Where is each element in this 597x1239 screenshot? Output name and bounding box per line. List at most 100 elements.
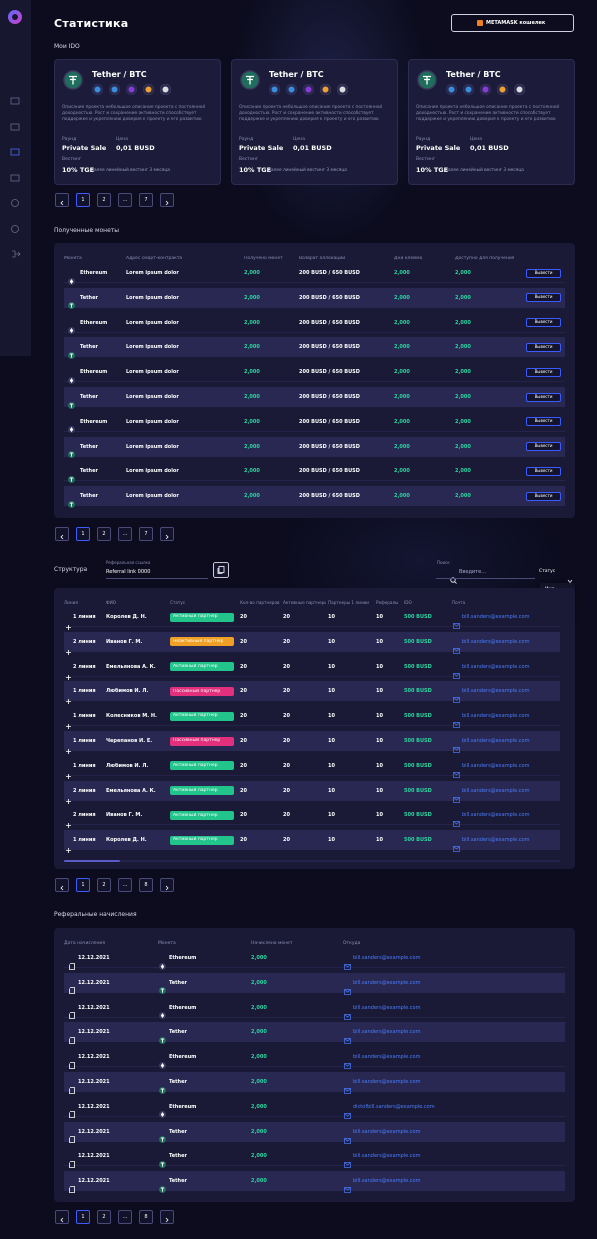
nav-icon[interactable] [10,97,20,105]
page-button[interactable]: ... [118,1210,132,1224]
page-button[interactable] [55,878,69,892]
plus[interactable] [66,823,71,829]
source-email[interactable]: bill.sanders@example.com [353,1054,421,1061]
withdraw-button[interactable]: Вывести [526,392,561,402]
social-icon[interactable] [143,84,154,95]
search-input[interactable]: Введите... [459,569,486,575]
source-email[interactable]: bill.sanders@example.com [353,1079,421,1085]
partner-email[interactable]: bill.sanders@example.com [462,688,530,695]
social-icon[interactable] [109,84,120,95]
plus[interactable] [66,699,71,705]
partner-email[interactable]: bill.sanders@example.com [462,663,530,670]
plus[interactable] [66,674,71,680]
withdraw-button[interactable]: Вывести [526,417,561,427]
partner-name: Емельянова А. К. [106,663,156,670]
pair-icon [240,70,260,90]
page-button[interactable]: 2 [97,193,111,207]
page-button[interactable] [55,1210,69,1224]
partner-email[interactable]: bill.sanders@example.com [462,638,530,645]
source-email[interactable]: bill.sanders@example.com [353,1153,421,1160]
page-button[interactable]: 8 [139,1210,153,1224]
nav-icon[interactable] [10,174,20,182]
withdraw-button[interactable]: Вывести [526,442,561,452]
social-icon[interactable] [269,84,280,95]
plus[interactable] [66,798,71,804]
withdraw-button[interactable]: Вывести [526,491,561,501]
source-email[interactable]: bill.sanders@example.com [353,979,421,986]
nav-icon[interactable] [10,123,20,131]
plus[interactable] [66,749,71,754]
wallet-button[interactable]: METAMASK кошелек [451,14,574,32]
mail-shape [453,697,460,704]
nav-icon[interactable] [11,199,19,207]
plus[interactable] [66,625,71,630]
coin-icon [159,1128,166,1144]
scroll-thumb[interactable] [64,860,120,862]
social-icon[interactable] [480,84,491,95]
nav-icon[interactable] [11,225,19,233]
referral-value[interactable]: Referral link 0000 [106,569,151,575]
social-icon[interactable] [337,84,348,95]
page-button[interactable]: 2 [97,527,111,541]
withdraw-button[interactable]: Вывести [526,318,561,328]
page-button[interactable]: 1 [76,1210,90,1224]
withdraw-button[interactable]: Вывести [526,268,561,278]
column-header: Кол-во партнеров [240,600,280,606]
nav-icon-active[interactable] [10,148,20,156]
page-button[interactable]: 7 [139,193,153,207]
social-icon[interactable] [514,84,525,95]
social-icon[interactable] [92,84,103,95]
withdraw-button[interactable]: Вывести [526,466,561,476]
withdraw-button[interactable]: Вывести [526,293,561,303]
withdraw-button[interactable]: Вывести [526,342,561,352]
source-email[interactable]: bill.sanders@example.com [353,1004,421,1011]
social-icon[interactable] [160,84,171,95]
partner-email[interactable]: bill.sanders@example.com [462,837,530,844]
social-icon[interactable] [126,84,137,95]
plus[interactable] [66,773,71,779]
source-email[interactable]: bill.sanders@example.com [353,1128,421,1135]
partner-email[interactable]: bill.sanders@example.com [462,738,530,744]
source-email[interactable]: bill.sanders@example.com [353,1178,421,1185]
page-button[interactable]: 2 [97,1210,111,1224]
page-button[interactable]: 1 [76,878,90,892]
nav-icon[interactable] [12,250,21,258]
withdraw-button[interactable]: Вывести [526,367,561,377]
page-button[interactable] [160,527,174,541]
source-email[interactable]: dictofbill.sanders@example.com [353,1103,435,1110]
social-icon[interactable] [303,84,314,95]
page-button[interactable]: 1 [76,193,90,207]
social-icon[interactable] [463,84,474,95]
page-button[interactable]: ... [118,527,132,541]
partner-email[interactable]: bill.sanders@example.com [462,713,530,720]
page-button[interactable] [160,878,174,892]
social-icon[interactable] [286,84,297,95]
partner-email[interactable]: bill.sanders@example.com [462,614,530,620]
source-email[interactable]: bill.sanders@example.com [353,1029,421,1036]
coin-icon [68,493,75,508]
page-button[interactable] [55,193,69,207]
partner-email[interactable]: bill.sanders@example.com [462,812,530,819]
page-button[interactable] [160,1210,174,1224]
page-button[interactable] [55,527,69,541]
page-button[interactable]: 7 [139,527,153,541]
plus[interactable] [66,724,71,730]
plus[interactable] [66,848,71,854]
partner-count: 10 [328,614,335,620]
page-button[interactable] [160,193,174,207]
partner-email[interactable]: bill.sanders@example.com [462,762,530,769]
plus[interactable] [66,649,71,655]
social-icon[interactable] [320,84,331,95]
partner-email[interactable]: bill.sanders@example.com [462,787,530,794]
source-email[interactable]: bill.sanders@example.com [353,955,421,961]
social-icon[interactable] [446,84,457,95]
page-button[interactable]: ... [118,193,132,207]
page-button[interactable]: 1 [76,527,90,541]
page-button[interactable]: 2 [97,878,111,892]
copy-frame[interactable] [213,562,229,578]
accrued-amount: 2,000 [251,1153,267,1160]
page-button[interactable]: 8 [139,878,153,892]
social-icon[interactable] [497,84,508,95]
page-button[interactable]: ... [118,878,132,892]
status-filter[interactable]: Статус [539,569,556,575]
